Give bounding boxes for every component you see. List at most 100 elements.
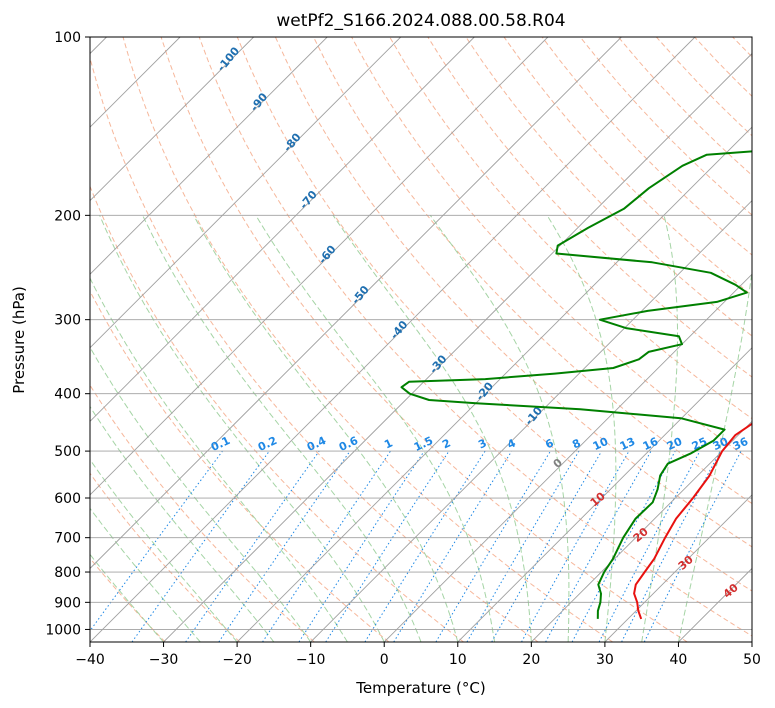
dry-adiabat-line bbox=[90, 472, 241, 642]
dry-adiabat-label: -100 bbox=[215, 44, 243, 74]
moist-adiabat-line bbox=[641, 215, 678, 642]
dry-adiabat-line bbox=[313, 37, 752, 505]
x-axis: −40 −30 −20 −10 0 10 20 30 40 50 bbox=[75, 642, 761, 668]
dry-adiabat-line bbox=[90, 185, 464, 642]
moist-adiabat-line bbox=[546, 215, 617, 642]
dry-adiabat-line bbox=[694, 37, 752, 97]
plot-frame bbox=[89, 36, 753, 643]
adiabat-label: 10 bbox=[588, 489, 608, 509]
mixing-ratio-line bbox=[364, 450, 486, 642]
temperature-profile bbox=[633, 422, 752, 620]
isotherm-line bbox=[90, 37, 254, 202]
mixing-ratio-line bbox=[218, 450, 351, 642]
dry-adiabat-line bbox=[389, 37, 752, 420]
mixing-ratio-line bbox=[90, 450, 223, 632]
x-tick-label: 20 bbox=[522, 652, 540, 668]
isotherm-line bbox=[90, 37, 696, 642]
x-tick-label: −10 bbox=[296, 652, 326, 668]
mixing-ratio-line bbox=[131, 450, 270, 642]
dry-adiabat-line bbox=[122, 37, 613, 642]
dewpoint-profile bbox=[400, 150, 752, 619]
isotherm-line bbox=[604, 494, 752, 642]
mixing-ratio-label: 20 bbox=[665, 435, 685, 453]
dry-adiabat-label: -40 bbox=[388, 318, 411, 342]
x-tick-label: 0 bbox=[380, 652, 389, 668]
y-axis: 100 200 300 400 500 600 700 800 900 1000 bbox=[45, 30, 90, 638]
isotherm-line bbox=[751, 641, 752, 642]
mixing-ratio-label: 8 bbox=[570, 436, 582, 451]
x-tick-label: −20 bbox=[222, 652, 252, 668]
mixing-ratio-label: 16 bbox=[641, 435, 661, 453]
adiabat-label: 40 bbox=[721, 581, 741, 601]
mixing-ratio-label: 1 bbox=[382, 436, 394, 451]
moist-adiabat-line bbox=[90, 405, 275, 642]
dry-adiabat-label: -60 bbox=[316, 243, 339, 267]
isotherm-line bbox=[90, 37, 328, 275]
isotherm-line bbox=[163, 52, 752, 642]
grid-lines bbox=[90, 37, 752, 642]
moist-adiabat-line bbox=[255, 215, 496, 642]
y-tick-label: 900 bbox=[54, 595, 81, 611]
x-tick-label: 50 bbox=[743, 652, 761, 668]
mixing-ratio-line bbox=[185, 450, 320, 642]
y-tick-label: 300 bbox=[54, 313, 81, 329]
moist-adiabat-line bbox=[90, 553, 164, 642]
x-tick-label: −40 bbox=[75, 652, 105, 668]
mixing-ratio-line bbox=[545, 450, 652, 642]
dry-adiabat-label: -30 bbox=[427, 352, 450, 376]
isotherm-line bbox=[90, 37, 402, 349]
moist-adiabat-line bbox=[677, 268, 752, 642]
moist-adiabat-line bbox=[90, 346, 312, 642]
adiabat-label: 30 bbox=[676, 553, 696, 573]
mixing-ratio-label: 25 bbox=[690, 435, 709, 453]
chart-title: wetPf2_S166.2024.088.00.58.R04 bbox=[276, 11, 565, 31]
dry-adiabat-line bbox=[503, 37, 752, 296]
dry-adiabat-label: -50 bbox=[349, 283, 372, 307]
adiabat-label: 20 bbox=[631, 525, 651, 545]
x-axis-title: Temperature (°C) bbox=[355, 679, 485, 697]
moist-adiabat-line bbox=[90, 507, 201, 642]
moist-adiabat-line bbox=[332, 215, 532, 642]
moist-adiabat-line bbox=[193, 215, 459, 642]
dry-adiabat-line bbox=[90, 290, 390, 642]
isotherm-line bbox=[383, 273, 752, 642]
isotherm-line bbox=[678, 567, 752, 642]
dry-adiabat-line bbox=[236, 37, 752, 592]
y-tick-label: 1000 bbox=[45, 622, 81, 638]
y-tick-label: 700 bbox=[54, 531, 81, 547]
mixing-ratio-line bbox=[298, 450, 425, 642]
x-tick-label: 10 bbox=[449, 652, 467, 668]
dry-adiabat-label: -70 bbox=[297, 188, 320, 212]
isotherm-line bbox=[90, 37, 622, 570]
dry-adiabat-line bbox=[465, 37, 752, 337]
dry-adiabat-label: -20 bbox=[473, 379, 496, 403]
dry-adiabat-line bbox=[198, 37, 752, 637]
mixing-ratio-label: 36 bbox=[731, 435, 751, 453]
isotherm-line bbox=[236, 126, 752, 642]
dry-adiabat-line bbox=[771, 37, 775, 642]
isotherm-line bbox=[90, 37, 475, 422]
dry-adiabat-line bbox=[274, 37, 752, 548]
mixing-ratio-label: 13 bbox=[618, 435, 637, 453]
profiles bbox=[400, 150, 752, 620]
x-tick-label: 40 bbox=[670, 652, 688, 668]
mixing-ratio-line bbox=[435, 450, 551, 642]
dry-adiabat-line bbox=[351, 37, 752, 462]
y-axis-title: Pressure (hPa) bbox=[10, 286, 28, 394]
dry-adiabat-line bbox=[90, 557, 166, 642]
dry-adiabat-label: -90 bbox=[248, 90, 271, 114]
dry-adiabat-line bbox=[90, 55, 539, 642]
dry-adiabat-label: -80 bbox=[281, 130, 304, 154]
mixing-ratio-label: 10 bbox=[591, 435, 611, 453]
mixing-ratio-line bbox=[521, 450, 630, 642]
isotherm-line bbox=[531, 420, 752, 642]
dry-adiabat-line bbox=[656, 37, 752, 137]
y-tick-label: 800 bbox=[54, 565, 81, 581]
x-tick-label: −30 bbox=[149, 652, 179, 668]
background-lines bbox=[90, 37, 775, 642]
moist-adiabat-line bbox=[90, 276, 348, 642]
x-tick-label: 30 bbox=[596, 652, 614, 668]
y-tick-label: 200 bbox=[54, 208, 81, 224]
dry-adiabat-line bbox=[90, 384, 315, 642]
